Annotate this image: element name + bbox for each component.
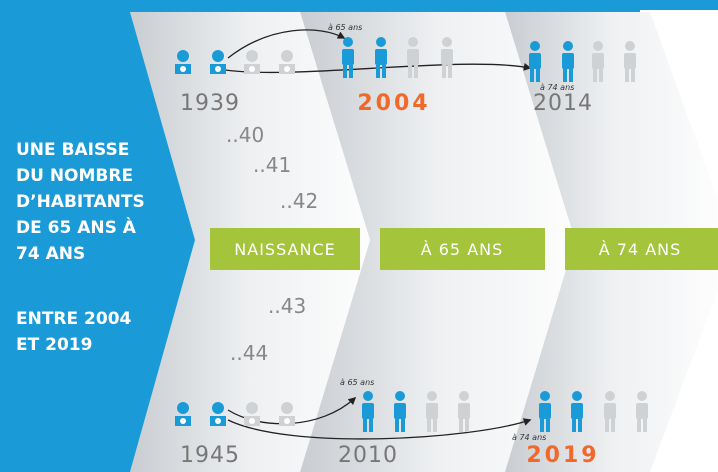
counter: ..44 <box>230 341 268 365</box>
year-65: 2004 <box>357 91 430 116</box>
band-label: À 74 ANS <box>599 240 682 259</box>
left-line: UNE BAISSE <box>16 140 129 160</box>
arrow <box>227 418 532 440</box>
left-line: 74 ANS <box>16 244 85 264</box>
band-segment <box>210 228 360 270</box>
band-segment <box>380 228 545 270</box>
year-74: 2019 <box>526 443 599 468</box>
band-label: NAISSANCE <box>234 240 335 259</box>
left-line: DU NOMBRE <box>16 166 133 186</box>
left-line: D’HABITANTS <box>16 192 145 212</box>
counter: ..42 <box>280 189 318 213</box>
arrow-label: à 65 ans <box>328 23 362 32</box>
counter: ..40 <box>226 123 264 147</box>
counter: ..43 <box>268 294 306 318</box>
birth-year: 1939 <box>180 91 240 116</box>
arrow <box>227 29 346 59</box>
year-65: 2010 <box>338 443 398 468</box>
left-line: ET 2019 <box>16 335 92 355</box>
arrow-label: à 74 ans <box>512 433 546 442</box>
left-line: DE 65 ANS À <box>16 216 137 238</box>
year-74: 2014 <box>533 91 593 116</box>
left-line: ENTRE 2004 <box>16 309 132 329</box>
arrow-label: à 74 ans <box>540 83 574 92</box>
arrow-label: à 65 ans <box>340 378 374 387</box>
birth-year: 1945 <box>180 443 240 468</box>
band-label: À 65 ANS <box>421 240 504 259</box>
band-segment <box>565 228 718 270</box>
counter: ..41 <box>253 153 291 177</box>
bottom-row: 1945 2010 2019 à 65 ans à 74 ans <box>180 378 599 468</box>
